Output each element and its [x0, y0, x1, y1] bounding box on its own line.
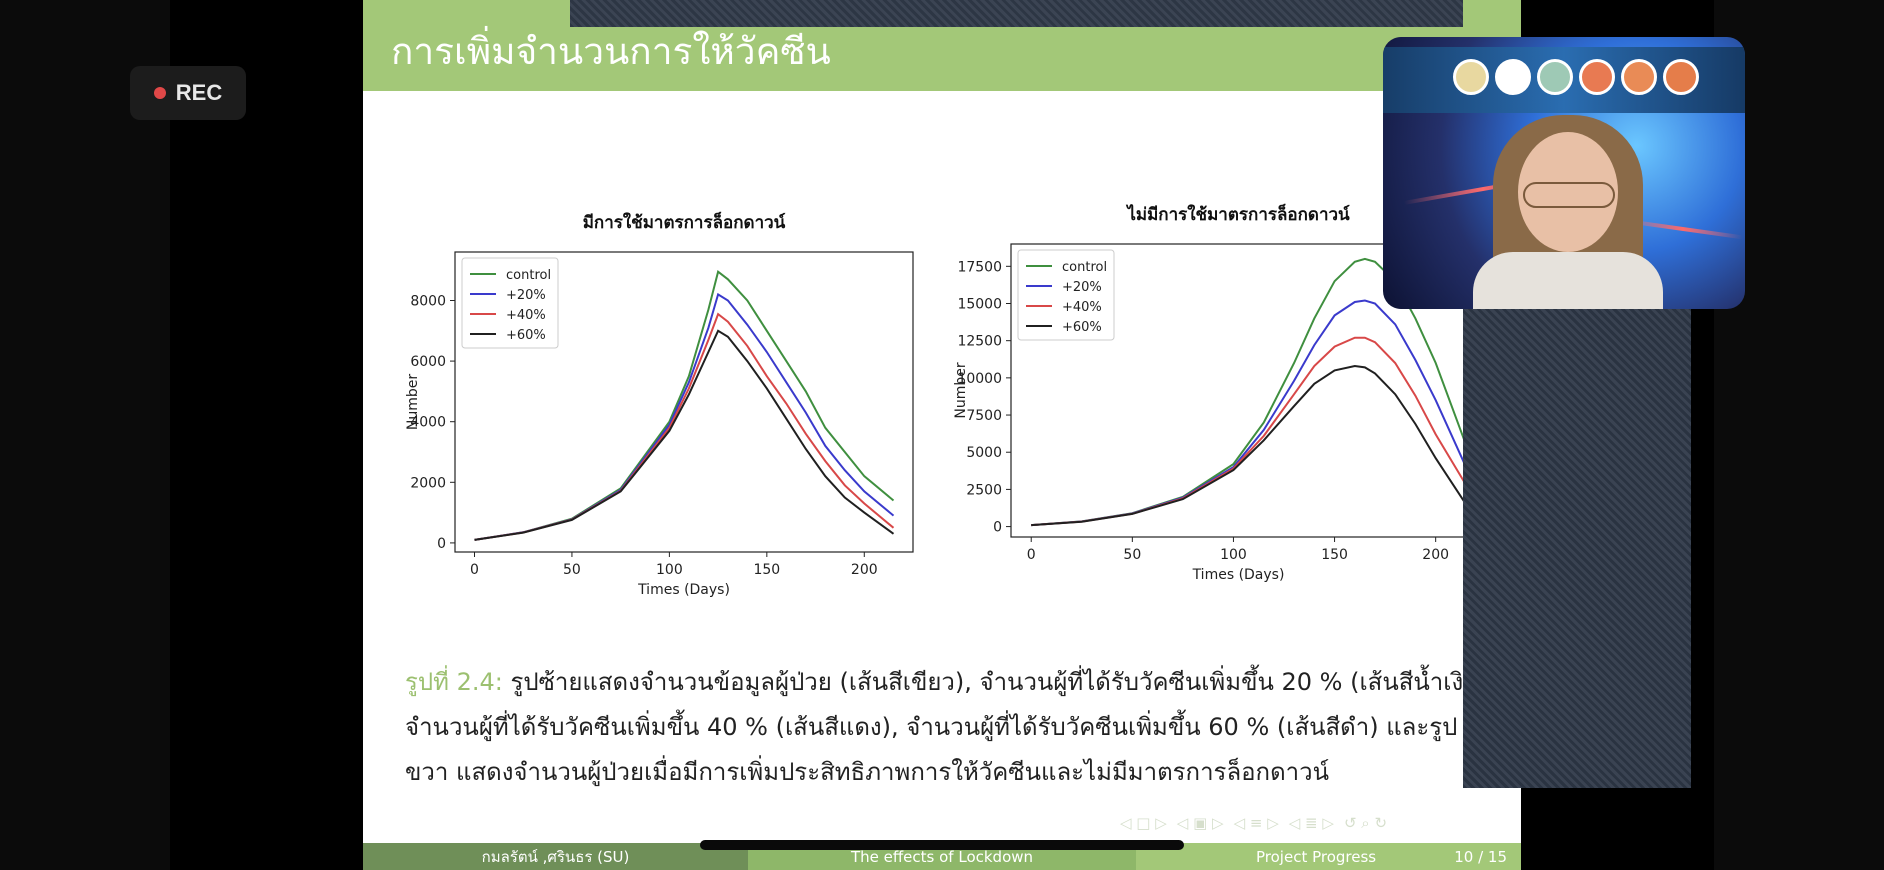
- seal-icon: [1579, 59, 1615, 95]
- x-tick-label: 150: [753, 562, 780, 578]
- legend-box: [1017, 249, 1115, 341]
- y-tick-label: 2500: [966, 482, 1002, 498]
- x-tick-label: 0: [1027, 547, 1036, 563]
- legend-box: [461, 257, 559, 349]
- caption-line-3: ขวา แสดงจำนวนผู้ป่วยเมื่อมีการเพิ่มประสิ…: [405, 758, 1330, 786]
- y-tick-label: 0: [437, 536, 446, 552]
- y-tick-label: 2000: [410, 475, 446, 491]
- participant-video-tile[interactable]: [1383, 37, 1745, 309]
- y-tick-label: 10000: [957, 371, 1002, 387]
- seal-icon: [1495, 59, 1531, 95]
- chart-title: ไม่มีการใช้มาตรการล็อกดาวน์: [1125, 202, 1350, 225]
- nav-search-icon[interactable]: ↺ ⌕ ↻: [1343, 814, 1388, 832]
- home-indicator[interactable]: [700, 840, 1184, 850]
- caption-line-2: จำนวนผู้ที่ได้รับวัคซีนเพิ่มขึ้น 40 % (เ…: [405, 713, 1458, 741]
- left-letterbox: [0, 0, 170, 870]
- x-tick-label: 0: [470, 562, 479, 578]
- x-tick-label: 100: [1220, 547, 1247, 563]
- legend-entry: +20%: [506, 288, 546, 303]
- y-tick-label: 4000: [410, 415, 446, 431]
- x-tick-label: 100: [656, 562, 683, 578]
- x-tick-label: 200: [851, 562, 878, 578]
- nav-section-icon[interactable]: ◁ ≡ ▷: [1233, 814, 1279, 832]
- caption-prefix: รูปที่ 2.4:: [405, 668, 503, 696]
- legend-entry: +40%: [1062, 300, 1102, 315]
- slide-top-overlay: [570, 0, 1463, 27]
- caption-line-1: รูปซ้ายแสดงจำนวนข้อมูลผู้ป่วย (เส้นสีเขี…: [502, 668, 1480, 696]
- legend-entry: +60%: [1062, 320, 1102, 335]
- series-line-60: [474, 329, 895, 541]
- chart-title: มีการใช้มาตรการล็อกดาวน์: [583, 210, 786, 233]
- seal-icon: [1537, 59, 1573, 95]
- series-line-40: [1031, 336, 1467, 527]
- footer-page-number: 10 / 15: [1454, 847, 1507, 866]
- y-axis-label: Number: [953, 362, 969, 418]
- legend-entry: +20%: [1062, 280, 1102, 295]
- nav-subsection-icon[interactable]: ◁ ▣ ▷: [1176, 814, 1224, 832]
- record-dot-icon: [153, 87, 166, 99]
- x-axis-label: Times (Days): [1192, 567, 1285, 583]
- legend: control +20% +40% +60%: [461, 257, 559, 349]
- nav-frame-icon[interactable]: ◁ □ ▷: [1120, 814, 1167, 832]
- y-tick-label: 8000: [410, 293, 446, 309]
- nav-document-icon[interactable]: ◁ ≣ ▷: [1288, 814, 1334, 832]
- presentation-slide: การเพิ่มจำนวนการให้วัคซีน มีการใช้มาตรกา…: [363, 0, 1521, 870]
- legend-entry: +40%: [506, 308, 546, 323]
- beamer-navigation[interactable]: ◁ □ ▷ ◁ ▣ ▷ ◁ ≡ ▷ ◁ ≣ ▷ ↺ ⌕ ↻: [1120, 814, 1387, 832]
- participant-glasses: [1523, 182, 1615, 208]
- chart-lockdown: มีการใช้มาตรการล็อกดาวน์0 50 100 150 2000200…: [405, 210, 914, 598]
- footer-section: Project Progress 10 / 15: [1136, 843, 1521, 870]
- footer-authors: กมลรัตน์ ,ศรินธร (SU): [363, 843, 748, 870]
- figure-caption: รูปที่ 2.4: รูปซ้ายแสดงจำนวนข้อมูลผู้ป่ว…: [405, 660, 1515, 795]
- y-tick-label: 5000: [966, 445, 1002, 461]
- x-tick-label: 50: [563, 562, 581, 578]
- y-tick-label: 0: [993, 520, 1002, 536]
- shared-screen-overlay: [1463, 300, 1691, 788]
- chart-no-lockdown: ไม่มีการใช้มาตรการล็อกดาวน์ 0 50 100 150 200 0…: [953, 202, 1467, 583]
- y-tick-label: 17500: [957, 259, 1002, 275]
- seal-icon: [1663, 59, 1699, 95]
- y-tick-label: 7500: [966, 408, 1002, 424]
- legend-entry: control: [506, 268, 551, 283]
- y-tick-label: 6000: [410, 354, 446, 370]
- slide-title: การเพิ่มจำนวนการให้วัคซีน: [391, 30, 831, 73]
- legend: control +20% +40% +60%: [1017, 249, 1115, 341]
- legend-entry: control: [1062, 260, 1107, 275]
- recording-label: REC: [175, 80, 223, 105]
- y-tick-label: 15000: [957, 296, 1002, 312]
- x-tick-label: 200: [1422, 547, 1449, 563]
- participant-shirt: [1473, 252, 1663, 309]
- y-axis-label: Number: [405, 374, 421, 430]
- plot-frame: [454, 251, 914, 553]
- recording-indicator[interactable]: REC: [130, 66, 246, 120]
- series-line-control: [474, 269, 895, 541]
- legend-entry: +60%: [506, 328, 546, 343]
- x-tick-label: 50: [1123, 547, 1141, 563]
- x-tick-label: 150: [1321, 547, 1348, 563]
- series-line-60: [1031, 364, 1467, 527]
- seal-icon: [1621, 59, 1657, 95]
- footer-section-label: Project Progress: [1256, 847, 1377, 866]
- seal-icon: [1453, 59, 1489, 95]
- x-axis-label: Times (Days): [637, 582, 730, 598]
- y-tick-label: 12500: [957, 334, 1002, 350]
